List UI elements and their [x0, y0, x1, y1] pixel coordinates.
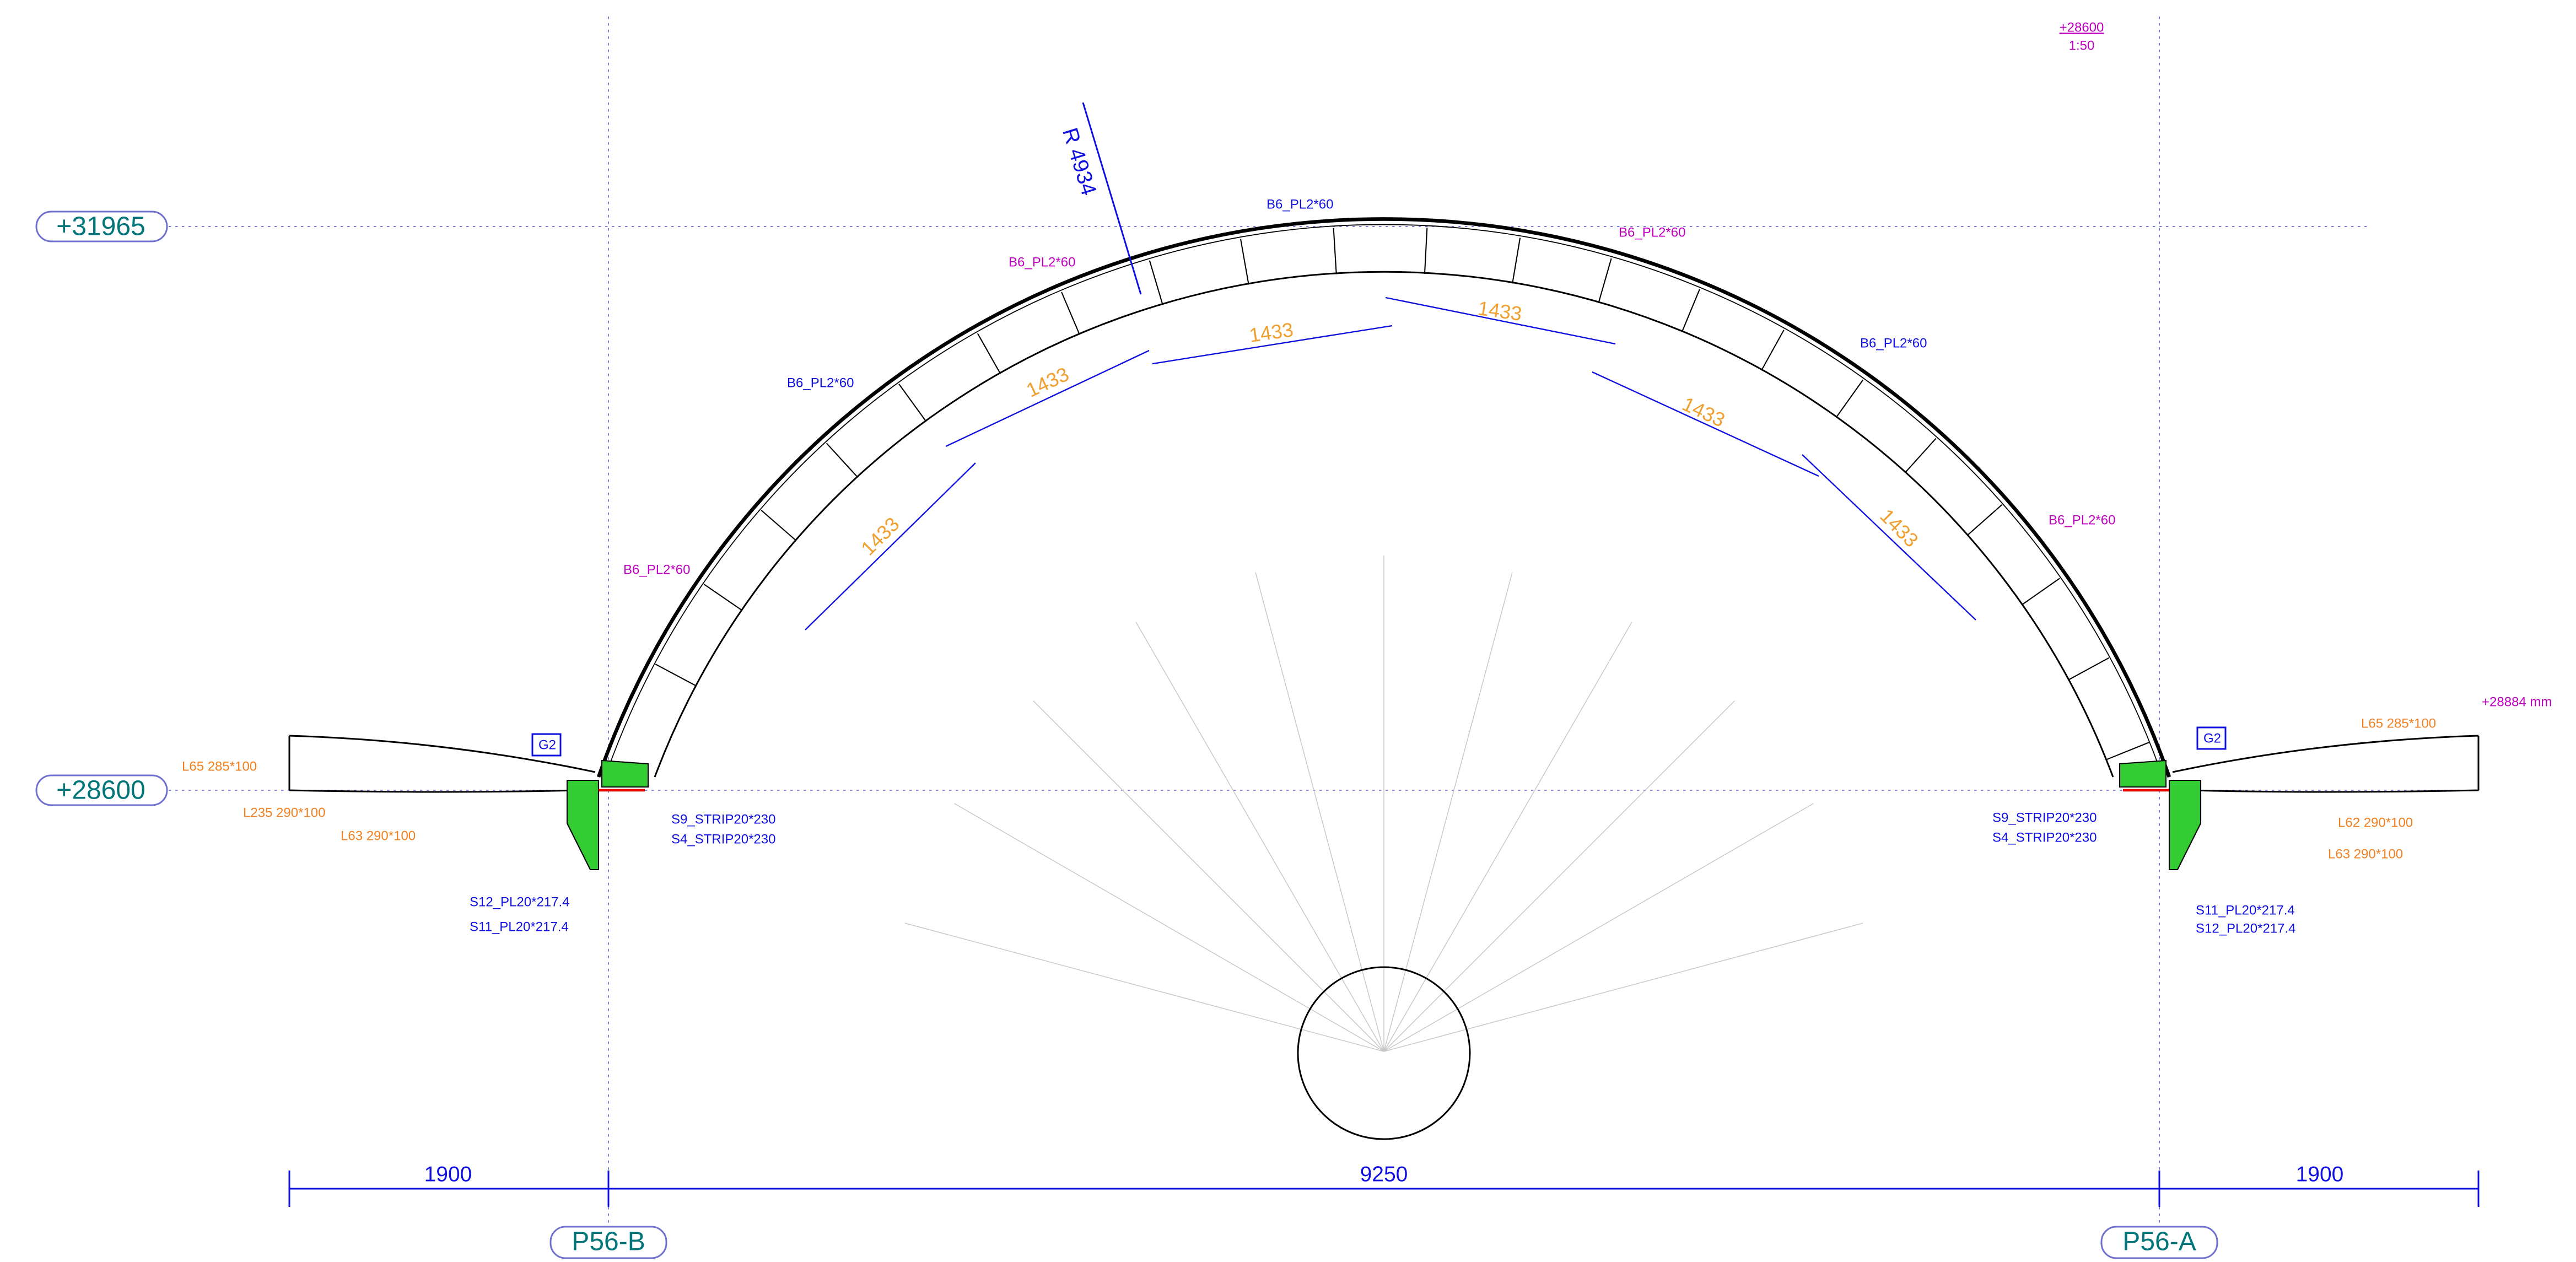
web-member [977, 333, 1001, 374]
chord-dimension: 1433 [1679, 392, 1728, 432]
radius-label: R 4934 [1058, 125, 1101, 198]
angle-label: L63 290*100 [2328, 846, 2403, 861]
plate-label: B6_PL2*60 [787, 375, 854, 390]
radial-line [1383, 622, 1632, 1052]
axis-tag [2100, 1226, 2218, 1259]
chord-dimension: 1433 [1476, 296, 1523, 325]
angle-label: L65 285*100 [182, 759, 257, 774]
web-member [2068, 657, 2110, 681]
plate-label: S11_PL20*217.4 [470, 919, 569, 934]
plate-label: B6_PL2*60 [1860, 336, 1927, 350]
radial-lines [904, 556, 1863, 1052]
plate-label: S11_PL20*217.4 [2196, 903, 2295, 918]
level-tag [35, 211, 168, 242]
radial-line [904, 923, 1384, 1052]
strip-label: S4_STRIP20*230 [671, 832, 775, 846]
radial-line [1135, 622, 1384, 1052]
web-member [655, 664, 697, 687]
radial-line [1383, 803, 1814, 1052]
web-member [1512, 238, 1521, 284]
radial-line [1255, 572, 1384, 1052]
strip-label: S9_STRIP20*230 [671, 812, 775, 827]
center-circle [1297, 966, 1471, 1140]
plate-label: S12_PL20*217.4 [470, 894, 570, 909]
dimension-label: 9250 [1360, 1162, 1408, 1186]
radial-line [1383, 572, 1513, 1052]
web-member [898, 384, 927, 422]
axis-label: P56-B [572, 1227, 645, 1256]
web-member [1598, 258, 1612, 304]
web-member [1835, 379, 1864, 418]
web-member [1761, 330, 1785, 371]
gusset-label: G2 [2203, 731, 2221, 746]
strip-label: S4_STRIP20*230 [1992, 830, 2097, 845]
radial-line [954, 803, 1384, 1052]
dimension-line [288, 1171, 2480, 1207]
elevation-label: +28884 mm [2482, 694, 2552, 709]
level-label: +28600 [56, 776, 145, 805]
radial-line [1383, 923, 1863, 1052]
web-member [1333, 228, 1337, 274]
web-member [1149, 260, 1163, 305]
chord-dimension: 1433 [1023, 363, 1073, 402]
web-member [1424, 228, 1428, 274]
radial-line [1033, 700, 1384, 1052]
web-member [826, 443, 859, 478]
chord-dimension: 1433 [1876, 504, 1923, 552]
dimension-label: 1900 [424, 1162, 472, 1186]
gusset-box [2196, 726, 2227, 750]
web-member [1061, 292, 1080, 335]
gusset-box [531, 733, 562, 757]
plate-label: B6_PL2*60 [2049, 513, 2115, 527]
dimension-label: 1900 [2296, 1162, 2344, 1186]
axis-tag [549, 1226, 667, 1259]
gusset-label: G2 [538, 737, 556, 752]
chord-dimension-lines [805, 102, 1976, 630]
elevation: +28600 [2060, 20, 2104, 35]
plate-label: B6_PL2*60 [1267, 197, 1333, 212]
angle-label: L62 290*100 [2338, 815, 2413, 830]
plate-label: B6_PL2*60 [1009, 255, 1075, 269]
angle-label: L63 290*100 [341, 828, 416, 843]
chord-dimension: 1433 [856, 513, 904, 560]
web-member [1904, 438, 1937, 473]
angle-label: L235 290*100 [243, 805, 325, 820]
web-member [703, 584, 743, 611]
axis-label: P56-A [2122, 1227, 2196, 1256]
plate-label: S12_PL20*217.4 [2196, 921, 2296, 936]
web-member [1966, 504, 2002, 536]
gusset-plates [566, 759, 2202, 871]
scale: 1:50 [2069, 38, 2095, 53]
level-tag [35, 774, 168, 806]
level-label: +31965 [56, 212, 145, 241]
web-member [1240, 239, 1249, 285]
web-member [1681, 289, 1700, 332]
web-member [761, 510, 797, 541]
strip-label: S9_STRIP20*230 [1992, 810, 2097, 825]
web-member [2021, 578, 2060, 606]
plate-label: B6_PL2*60 [623, 562, 690, 577]
plate-label: B6_PL2*60 [1619, 225, 1685, 240]
angle-label: L65 285*100 [2361, 716, 2436, 731]
arch [288, 217, 2480, 793]
radial-line [1383, 700, 1735, 1052]
web-member [2105, 742, 2149, 761]
